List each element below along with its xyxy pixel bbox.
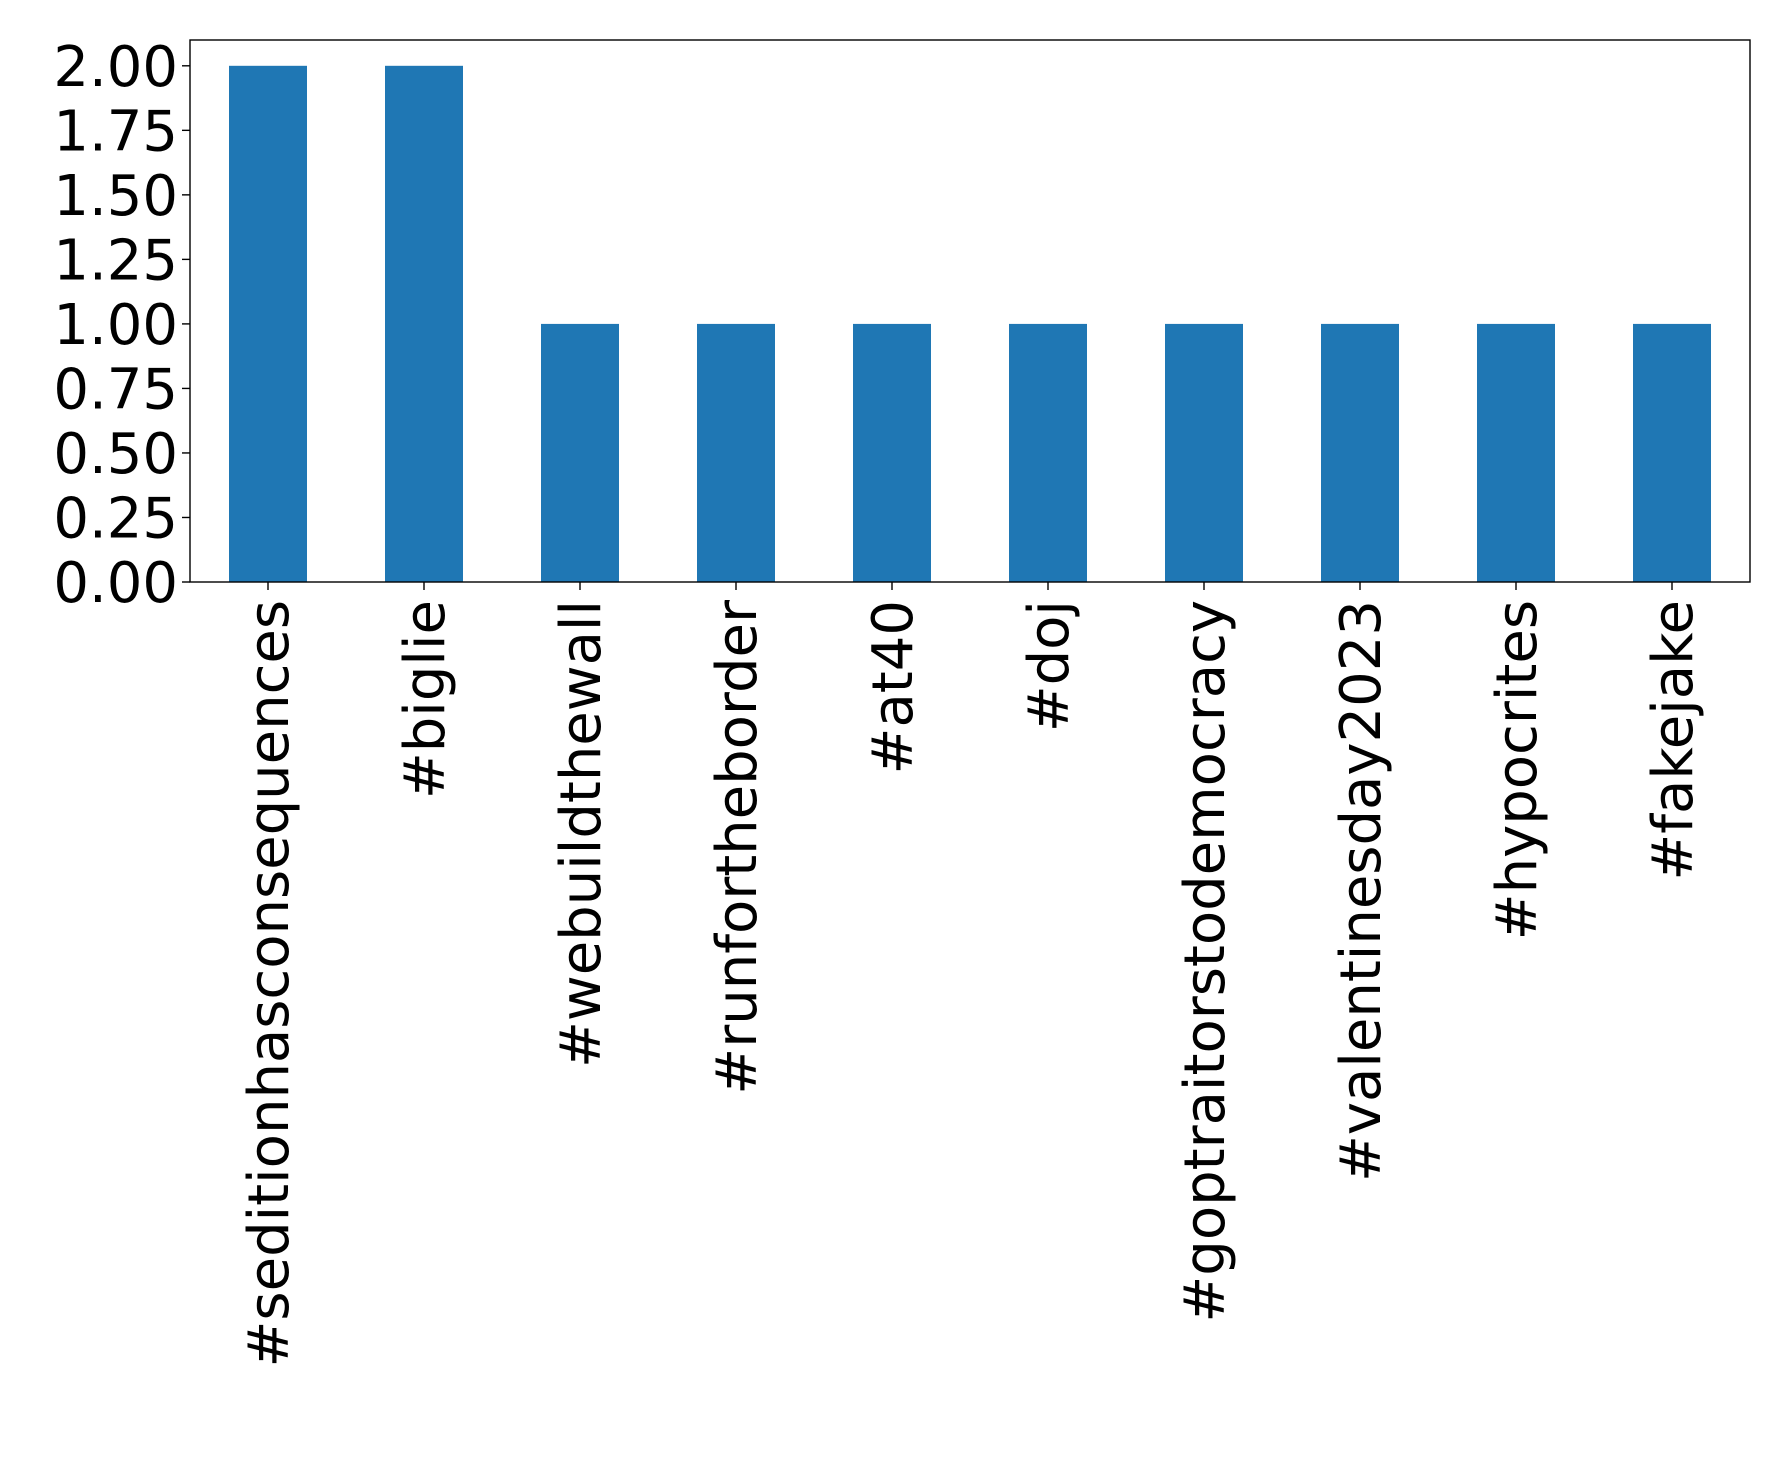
x-tick-label: #goptraitorstodemocracy xyxy=(1173,600,1238,1323)
x-tick-label: #at40 xyxy=(861,600,926,774)
y-tick-label: 0.50 xyxy=(53,422,178,487)
bar-3 xyxy=(697,323,775,582)
x-axis: #seditionhasconsequences #biglie #webuildt… xyxy=(237,582,1706,1367)
x-tick-label: #biglie xyxy=(393,600,458,799)
bar-6 xyxy=(1165,323,1243,582)
bar-8 xyxy=(1477,323,1555,582)
x-tick-label: #seditionhasconsequences xyxy=(237,600,302,1367)
bar-7 xyxy=(1321,323,1399,582)
y-tick-label: 0.00 xyxy=(53,551,178,616)
x-tick-label: #valentinesday2023 xyxy=(1329,600,1394,1182)
bar-1 xyxy=(385,65,463,583)
y-tick-label: 2.00 xyxy=(53,35,178,100)
bar-0 xyxy=(229,65,307,583)
y-tick-label: 1.75 xyxy=(53,99,178,164)
x-tick-label: #fakejake xyxy=(1641,600,1706,881)
y-tick-label: 1.00 xyxy=(53,293,178,358)
y-tick-label: 0.75 xyxy=(53,357,178,422)
y-axis: 0.000.250.500.751.001.251.501.752.00 xyxy=(53,35,190,616)
y-tick-label: 0.25 xyxy=(53,486,178,551)
bar-9 xyxy=(1633,323,1711,582)
y-tick-label: 1.50 xyxy=(53,164,178,229)
bars-group xyxy=(229,65,1711,583)
plot-frame xyxy=(189,39,1751,583)
x-tick-label: #hypocrites xyxy=(1485,600,1550,940)
bar-4 xyxy=(853,323,931,582)
x-tick-label: #doj xyxy=(1017,600,1082,732)
bar-5 xyxy=(1009,323,1087,582)
x-tick-label: #webuildthewall xyxy=(549,600,614,1068)
bar-2 xyxy=(541,323,619,582)
x-tick-label: #runfortheborder xyxy=(705,599,770,1095)
y-tick-label: 1.25 xyxy=(53,228,178,293)
